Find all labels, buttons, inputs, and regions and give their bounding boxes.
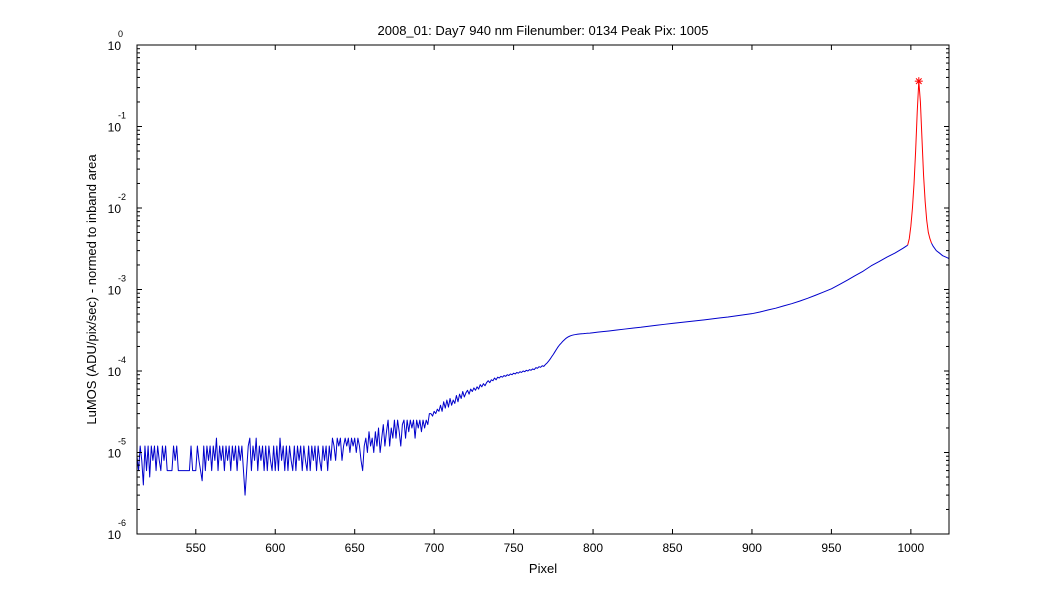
y-axis-label: LuMOS (ADU/pix/sec) - normed to inband a…	[84, 154, 99, 425]
y-tick-exponent: -3	[118, 274, 126, 284]
series-layer	[137, 80, 949, 496]
y-tick-exponent: -4	[118, 355, 126, 365]
y-tick-label: 10	[108, 447, 122, 461]
y-tick-label: 10	[108, 284, 122, 298]
x-tick-label: 550	[186, 541, 206, 555]
x-axis-ticks: 550 600 650 700 750 800 850 900 950 1000	[186, 45, 925, 555]
x-tick-label: 750	[504, 541, 524, 555]
y-tick-label: 10	[108, 202, 122, 216]
x-tick-label: 850	[662, 541, 682, 555]
series-line-3	[931, 242, 949, 259]
y-tick-exponent: -6	[118, 518, 126, 528]
peak-marker	[914, 77, 923, 86]
series-line-1	[137, 244, 908, 496]
x-tick-label: 600	[265, 541, 285, 555]
series-line-2	[907, 80, 932, 246]
y-tick-label: 10	[108, 365, 122, 379]
x-tick-label: 700	[424, 541, 444, 555]
x-tick-label: 650	[345, 541, 365, 555]
x-tick-label: 1000	[898, 541, 925, 555]
x-axis-label: Pixel	[529, 561, 557, 576]
y-tick-exponent: -5	[118, 437, 126, 447]
marker-layer	[914, 77, 923, 86]
y-tick-exponent: 0	[118, 29, 123, 39]
y-tick-label: 10	[108, 528, 122, 542]
y-tick-label: 10	[108, 39, 122, 53]
y-tick-label: 10	[108, 121, 122, 135]
x-tick-label: 950	[821, 541, 841, 555]
chart-title: 2008_01: Day7 940 nm Filenumber: 0134 Pe…	[378, 23, 709, 38]
x-tick-label: 900	[742, 541, 762, 555]
x-tick-label: 800	[583, 541, 603, 555]
y-tick-exponent: -2	[118, 192, 126, 202]
y-tick-exponent: -1	[118, 111, 126, 121]
